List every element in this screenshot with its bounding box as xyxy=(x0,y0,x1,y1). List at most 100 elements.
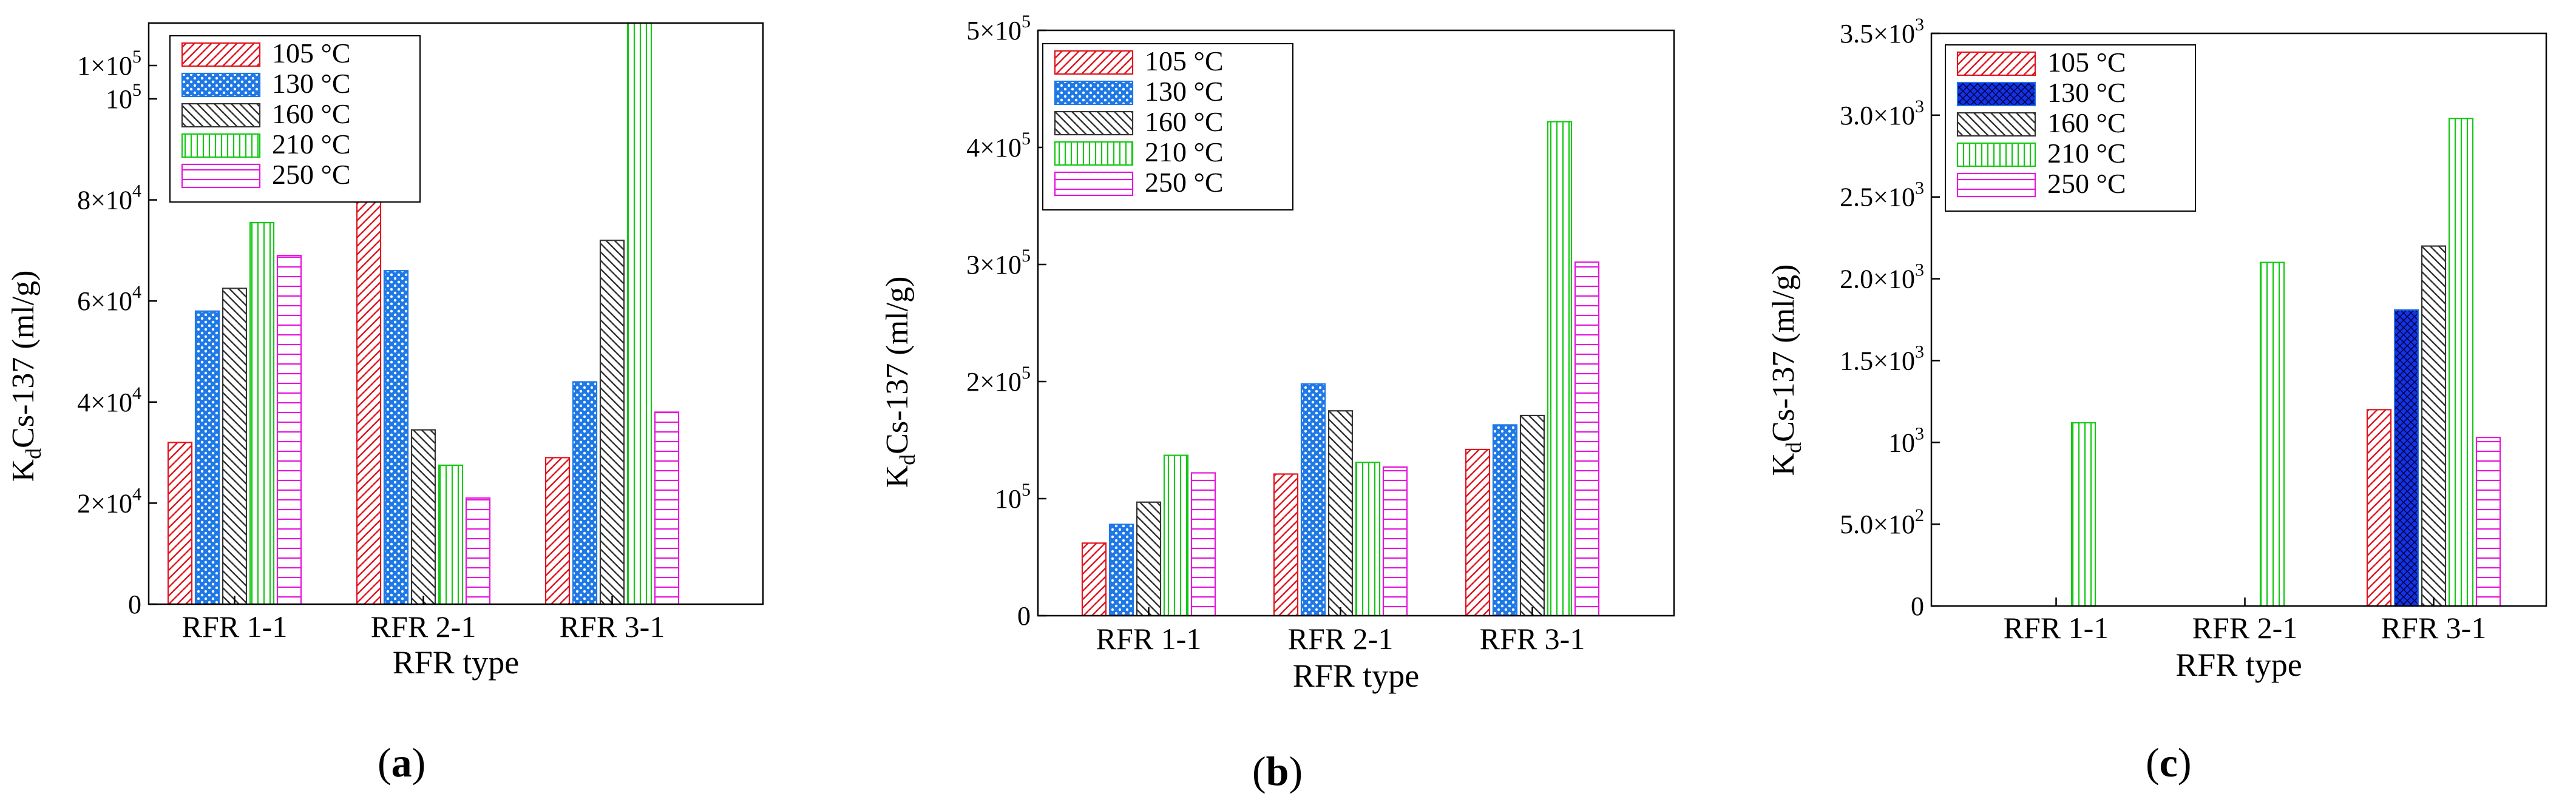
panel-a-letter: a xyxy=(391,739,412,786)
y-tick-label-c-7: 3.5×103 xyxy=(1840,15,1924,49)
bar-b-1-2 xyxy=(1108,524,1134,617)
legend-swatch-b-1 xyxy=(1054,80,1134,106)
y-tick-label-c-6: 3.0×103 xyxy=(1840,96,1924,130)
legend-swatch-a-3 xyxy=(181,133,261,158)
x-tick-label-c-0: RFR 1-1 xyxy=(2004,611,2109,645)
bar-b-2-2 xyxy=(1300,383,1326,617)
legend-swatch-a-2 xyxy=(181,103,261,128)
y-tick-label-a-2: 4×104 xyxy=(77,383,141,417)
legend-swatch-c-3 xyxy=(1956,142,2036,167)
y-axis-label-a: KdCs-137 (ml/g) xyxy=(6,271,46,482)
x-axis-label-b: RFR type xyxy=(1293,658,1420,694)
bar-b-1-1 xyxy=(1081,542,1107,617)
bar-a-1-2 xyxy=(194,310,220,605)
legend-label-c-1: 130 °C xyxy=(2047,77,2126,108)
bar-b-3-5 xyxy=(1574,261,1600,617)
bar-a-2-1 xyxy=(356,171,382,605)
panel-c-letter: c xyxy=(2159,739,2178,786)
legend-label-a-0: 105 °C xyxy=(272,38,351,69)
y-tick-label-c-5: 2.5×103 xyxy=(1840,178,1924,212)
bar-a-1-3 xyxy=(222,288,248,605)
legend-label-b-2: 160 °C xyxy=(1145,106,1224,137)
bar-b-1-3 xyxy=(1136,501,1162,617)
bar-b-1-4 xyxy=(1163,454,1189,617)
bar-a-3-5 xyxy=(654,411,680,605)
legend-label-b-1: 130 °C xyxy=(1145,76,1224,107)
bar-a-3-2 xyxy=(572,381,598,605)
y-tick-label-b-2: 2×105 xyxy=(966,363,1031,397)
bar-a-2-5 xyxy=(465,497,491,605)
legend-swatch-c-1 xyxy=(1956,81,2036,107)
legend-swatch-a-0 xyxy=(181,42,261,67)
y-tick-label-a-0: 0 xyxy=(128,590,141,619)
bar-b-3-4 xyxy=(1547,121,1573,617)
legend-label-b-3: 210 °C xyxy=(1145,136,1224,167)
legend-label-b-0: 105 °C xyxy=(1145,45,1224,76)
legend-label-b-4: 250 °C xyxy=(1145,167,1224,198)
x-axis-label-c: RFR type xyxy=(2175,647,2302,683)
panel-b-label: (b) xyxy=(1252,748,1303,794)
y-tick-label-b-0: 0 xyxy=(1017,601,1031,631)
legend-swatch-c-0 xyxy=(1956,51,2036,76)
x-tick-label-a-1: RFR 2-1 xyxy=(371,610,476,644)
legend-label-a-4: 250 °C xyxy=(272,159,351,190)
legend-swatch-a-4 xyxy=(181,163,261,189)
y-tick-label-b-4: 4×105 xyxy=(966,129,1031,163)
x-tick-label-a-2: RFR 3-1 xyxy=(560,610,665,644)
x-tick-label-a-0: RFR 1-1 xyxy=(182,610,288,644)
bar-c-2-4 xyxy=(2259,261,2285,607)
bar-b-3-2 xyxy=(1492,424,1518,617)
legend-swatch-b-3 xyxy=(1054,141,1134,166)
plot-frame-b xyxy=(1037,29,1675,617)
legend-label-a-3: 210 °C xyxy=(272,129,351,160)
y-axis-label-c: KdCs-137 (ml/g) xyxy=(1766,264,1806,476)
legend-label-a-1: 130 °C xyxy=(272,68,351,99)
bar-c-3-4 xyxy=(2448,118,2474,607)
bar-a-2-3 xyxy=(410,429,436,605)
y-tick-label-c-3: 1.5×103 xyxy=(1840,342,1924,375)
bar-b-2-1 xyxy=(1273,473,1299,617)
legend-swatch-b-2 xyxy=(1054,110,1134,136)
bar-a-1-4 xyxy=(249,221,275,605)
bar-c-3-1 xyxy=(2366,409,2392,607)
x-axis-label-a: RFR type xyxy=(393,644,520,681)
bar-b-3-1 xyxy=(1465,448,1491,617)
legend-swatch-c-2 xyxy=(1956,112,2036,137)
panel-b-letter: b xyxy=(1266,748,1289,794)
legend-swatch-a-1 xyxy=(181,72,261,98)
legend-label-c-2: 160 °C xyxy=(2047,107,2126,138)
bar-c-3-5 xyxy=(2475,437,2501,607)
bar-c-1-4 xyxy=(2070,422,2096,607)
bar-c-3-3 xyxy=(2421,245,2447,607)
legend-label-c-0: 105 °C xyxy=(2047,47,2126,78)
y-tick-label-c-1: 5.0×102 xyxy=(1840,505,1924,539)
plot-frame-a xyxy=(147,22,764,605)
y-tick-label-b-1: 105 xyxy=(995,480,1031,514)
y-tick-label-b-3: 3×105 xyxy=(966,246,1031,280)
bar-b-3-3 xyxy=(1519,414,1545,617)
legend-swatch-b-4 xyxy=(1054,171,1134,197)
x-tick-label-b-2: RFR 3-1 xyxy=(1480,622,1585,656)
y-tick-label-c-0: 0 xyxy=(1911,591,1924,621)
bar-a-2-4 xyxy=(438,464,464,605)
y-tick-label-c-2: 103 xyxy=(1888,423,1924,457)
y-tick-label-a-3: 6×104 xyxy=(77,282,141,316)
panel-c-label: (c) xyxy=(2146,739,2192,786)
legend-swatch-c-4 xyxy=(1956,172,2036,198)
legend-swatch-b-0 xyxy=(1054,50,1134,75)
y-tick-label-a-5: 105 xyxy=(106,80,141,114)
bar-b-2-3 xyxy=(1327,410,1354,617)
y-tick-label-a-1: 2×104 xyxy=(77,484,141,518)
y-tick-label-a-4: 8×104 xyxy=(77,181,141,215)
panel-a-label: (a) xyxy=(378,739,426,786)
x-tick-label-b-1: RFR 2-1 xyxy=(1288,622,1394,656)
x-tick-label-c-2: RFR 3-1 xyxy=(2381,611,2487,645)
bar-a-3-1 xyxy=(544,457,571,605)
legend-label-a-2: 160 °C xyxy=(272,98,351,129)
bar-c-3-2 xyxy=(2393,309,2419,607)
bar-a-1-5 xyxy=(276,255,302,605)
x-tick-label-b-0: RFR 1-1 xyxy=(1096,622,1202,656)
